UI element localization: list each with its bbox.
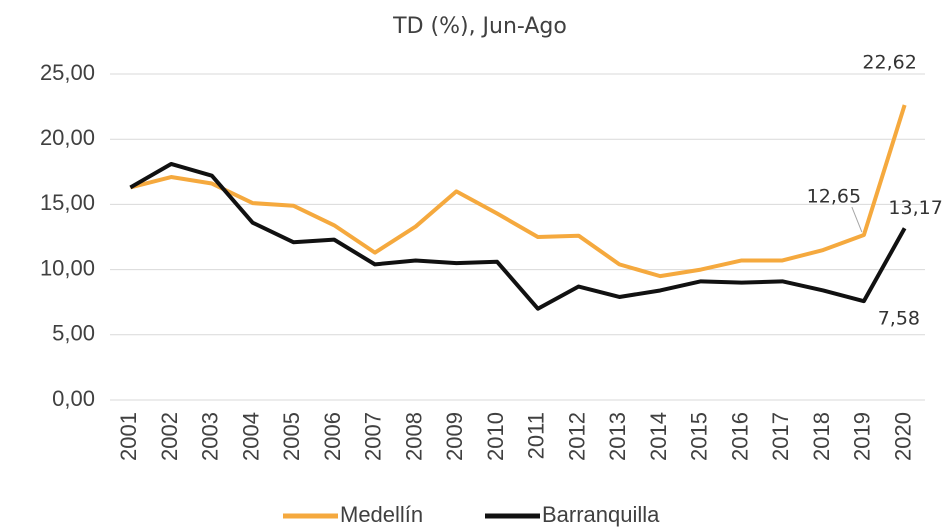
leader-line	[851, 206, 863, 233]
x-tick-label: 2020	[890, 412, 915, 461]
x-tick-label: 2015	[687, 412, 712, 461]
data-label: 13,17	[888, 197, 942, 219]
x-tick-label: 2005	[279, 412, 304, 461]
x-tick-label: 2016	[727, 412, 752, 461]
y-tick-label: 25,00	[40, 60, 95, 85]
y-tick-label: 15,00	[40, 190, 95, 215]
x-tick-label: 2004	[238, 412, 263, 461]
y-tick-label: 20,00	[40, 125, 95, 150]
data-label: 7,58	[878, 308, 920, 330]
x-tick-label: 2012	[564, 412, 589, 461]
y-tick-label: 5,00	[52, 321, 95, 346]
data-label: 12,65	[807, 186, 861, 208]
x-tick-label: 2008	[401, 412, 426, 461]
x-tick-label: 2013	[605, 412, 630, 461]
chart-title: TD (%), Jun-Ago	[392, 14, 567, 39]
x-tick-label: 2011	[524, 412, 549, 459]
legend-label: Barranquilla	[542, 502, 660, 527]
x-tick-label: 2017	[768, 412, 793, 461]
x-tick-label: 2014	[646, 412, 671, 461]
legend-label: Medellín	[340, 502, 423, 527]
series-line	[129, 161, 907, 311]
series-line	[129, 104, 907, 279]
x-tick-label: 2001	[116, 412, 141, 461]
x-tick-label: 2003	[198, 412, 223, 461]
y-tick-label: 10,00	[40, 255, 95, 280]
x-tick-label: 2007	[361, 412, 386, 461]
x-tick-label: 2006	[320, 412, 345, 461]
y-tick-label: 0,00	[52, 386, 95, 411]
data-label: 22,62	[862, 52, 916, 74]
x-tick-label: 2009	[442, 412, 467, 461]
x-tick-label: 2010	[483, 412, 508, 461]
x-tick-label: 2018	[809, 412, 834, 461]
x-tick-label: 2019	[850, 412, 875, 461]
x-tick-label: 2002	[157, 412, 182, 461]
